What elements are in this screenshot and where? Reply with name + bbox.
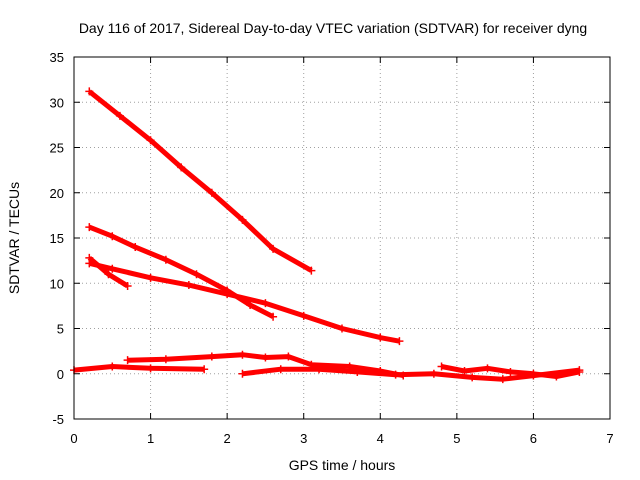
data-point bbox=[498, 375, 507, 384]
data-point bbox=[146, 136, 155, 145]
x-ticks: 0 1 2 3 4 5 6 7 bbox=[70, 57, 614, 446]
data-point bbox=[207, 188, 216, 197]
y-tick-label: 0 bbox=[57, 367, 64, 382]
x-tick-label: 5 bbox=[453, 431, 460, 446]
data-point bbox=[192, 270, 201, 279]
data-point bbox=[108, 362, 117, 371]
data-point bbox=[123, 356, 132, 365]
data-point bbox=[353, 367, 362, 376]
data-point bbox=[552, 372, 561, 381]
y-tick-label: 30 bbox=[50, 95, 64, 110]
data-point bbox=[146, 273, 155, 282]
y-tick-label: 35 bbox=[50, 50, 64, 65]
series-line-arc-2 bbox=[88, 224, 275, 319]
data-point bbox=[131, 243, 140, 252]
data-point bbox=[437, 362, 446, 371]
series-line-arc-6 bbox=[127, 352, 404, 379]
data-point bbox=[123, 281, 132, 290]
data-point bbox=[307, 266, 316, 275]
y-tick-label: 15 bbox=[50, 231, 64, 246]
data-point bbox=[115, 111, 124, 120]
y-tick-label: 10 bbox=[50, 276, 64, 291]
data-point bbox=[85, 87, 94, 96]
data-point bbox=[299, 311, 308, 320]
data-point bbox=[238, 350, 247, 359]
data-point bbox=[376, 333, 385, 342]
data-point bbox=[238, 215, 247, 224]
data-point bbox=[338, 324, 346, 333]
y-tick-label: 25 bbox=[50, 141, 64, 156]
data-point bbox=[200, 365, 209, 374]
data-point bbox=[276, 365, 285, 374]
chart-title: Day 116 of 2017, Sidereal Day-to-day VTE… bbox=[79, 20, 587, 36]
data-point bbox=[284, 352, 293, 361]
data-point bbox=[391, 370, 400, 379]
data-point bbox=[161, 255, 170, 264]
x-tick-label: 1 bbox=[147, 431, 154, 446]
series-line-arc-5 bbox=[73, 364, 205, 373]
data-point bbox=[238, 369, 247, 378]
data-point bbox=[207, 352, 216, 361]
data-point bbox=[161, 355, 170, 364]
y-axis-label: SDTVAR / TECUs bbox=[6, 182, 22, 294]
series-line-arc-3 bbox=[88, 260, 400, 344]
data-point bbox=[269, 244, 278, 253]
data-point bbox=[315, 365, 324, 374]
x-tick-label: 0 bbox=[70, 431, 77, 446]
x-tick-label: 6 bbox=[530, 431, 537, 446]
series-line-arc-1 bbox=[87, 89, 313, 273]
data-point bbox=[85, 223, 94, 232]
data-point bbox=[261, 353, 270, 362]
y-tick-label: 20 bbox=[50, 186, 64, 201]
data-point bbox=[246, 300, 255, 309]
data-point bbox=[177, 163, 186, 172]
data-point bbox=[395, 337, 404, 346]
data-point bbox=[108, 264, 117, 273]
series-group bbox=[70, 87, 584, 384]
x-tick-label: 2 bbox=[224, 431, 231, 446]
data-point bbox=[261, 299, 270, 308]
data-point bbox=[269, 312, 278, 321]
x-tick-label: 7 bbox=[606, 431, 613, 446]
data-point bbox=[104, 270, 113, 279]
y-tick-label: -5 bbox=[52, 412, 64, 427]
x-tick-label: 3 bbox=[300, 431, 307, 446]
data-point bbox=[575, 367, 584, 376]
data-point bbox=[460, 367, 469, 376]
y-tick-label: 5 bbox=[57, 322, 64, 337]
data-point bbox=[483, 364, 492, 373]
data-point bbox=[146, 364, 155, 373]
data-point bbox=[468, 373, 477, 382]
data-point bbox=[108, 232, 117, 241]
data-point bbox=[184, 281, 193, 290]
x-axis-label: GPS time / hours bbox=[289, 457, 396, 473]
data-point bbox=[529, 369, 538, 378]
data-point bbox=[223, 290, 232, 299]
series-line-arc-7 bbox=[242, 366, 580, 382]
data-point bbox=[85, 253, 94, 262]
data-point bbox=[429, 369, 438, 378]
y-ticks: -5 0 5 10 15 20 25 30 35 bbox=[50, 50, 610, 427]
x-tick-label: 4 bbox=[377, 431, 384, 446]
data-point bbox=[506, 367, 515, 376]
